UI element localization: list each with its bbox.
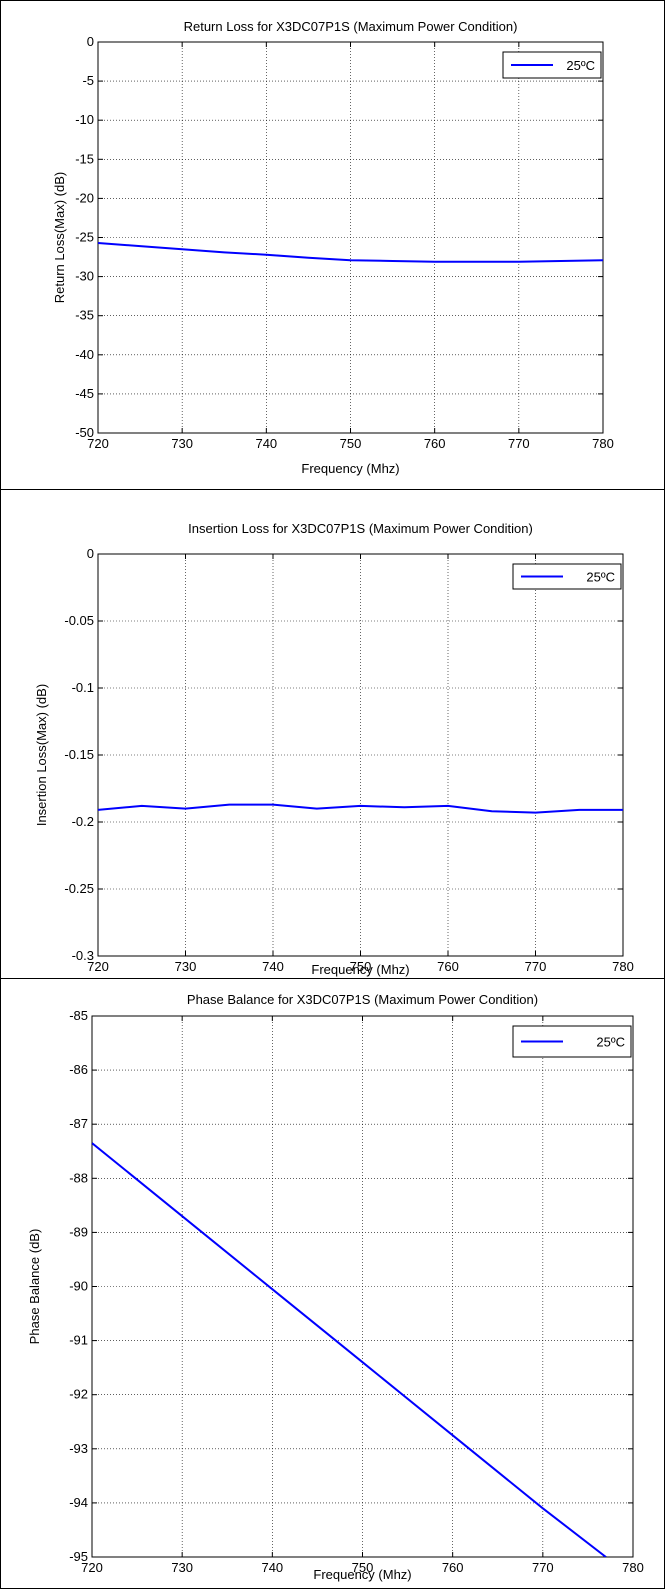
- series-line: [92, 1142, 607, 1557]
- y-tick-label: -95: [69, 1549, 88, 1564]
- x-axis-label: Frequency (Mhz): [311, 962, 409, 977]
- y-tick-label: -86: [69, 1062, 88, 1077]
- x-tick-label: 750: [340, 436, 362, 451]
- y-tick-label: -87: [69, 1116, 88, 1131]
- y-tick-label: -35: [75, 308, 94, 323]
- y-tick-label: -0.3: [72, 948, 94, 963]
- x-tick-label: 760: [424, 436, 446, 451]
- y-tick-label: -94: [69, 1495, 88, 1510]
- y-tick-label: -85: [69, 1008, 88, 1023]
- y-tick-label: -90: [69, 1279, 88, 1294]
- x-tick-label: 740: [261, 1560, 283, 1575]
- x-tick-label: 770: [508, 436, 530, 451]
- x-tick-label: 740: [262, 959, 284, 974]
- x-tick-label: 720: [87, 436, 109, 451]
- y-tick-label: -89: [69, 1224, 88, 1239]
- x-tick-label: 760: [442, 1560, 464, 1575]
- x-tick-label: 730: [175, 959, 197, 974]
- y-tick-label: -0.1: [72, 680, 94, 695]
- y-tick-label: -50: [75, 425, 94, 440]
- x-tick-label: 720: [81, 1560, 103, 1575]
- y-axis-label: Insertion Loss(Max) (dB): [34, 684, 49, 826]
- x-tick-label: 770: [532, 1560, 554, 1575]
- x-tick-label: 780: [622, 1560, 644, 1575]
- x-tick-label: 750: [352, 1560, 374, 1575]
- legend-label: 25ºC: [566, 58, 595, 73]
- series-line: [98, 242, 603, 263]
- x-tick-label: 730: [171, 436, 193, 451]
- y-tick-label: 0: [87, 34, 94, 49]
- phase-balance-chart: 720 730 740 750 760 770 780 -85 -86 -87 -88 -89 -90 -…: [27, 992, 644, 1582]
- chart-title: Insertion Loss for X3DC07P1S (Maximum Po…: [188, 521, 533, 536]
- series-line: [98, 803, 623, 814]
- legend-label: 25ºC: [586, 570, 615, 585]
- x-tick-label: 770: [525, 959, 547, 974]
- insertion-loss-chart: 720 730 740 750 760 770 780 0 -0.05 -0.1 -0.15 -0.2…: [34, 521, 634, 977]
- y-tick-label: -92: [69, 1387, 88, 1402]
- phase-balance-panel: 720 730 740 750 760 770 780 -85 -86 -87 -88 -89 -90 -…: [0, 978, 665, 1589]
- chart-title: Phase Balance for X3DC07P1S (Maximum Pow…: [187, 992, 538, 1007]
- chart-title: Return Loss for X3DC07P1S (Maximum Power…: [184, 19, 518, 34]
- x-tick-label: 760: [437, 959, 459, 974]
- return-loss-panel: 720 730 740 750 760 770 780 0 -5 -10 -15 -20 -25 -30 -…: [0, 0, 665, 490]
- y-tick-label: -0.25: [64, 881, 94, 896]
- y-axis-label: Return Loss(Max) (dB): [52, 172, 67, 303]
- y-tick-label: -45: [75, 386, 94, 401]
- x-tick-label: 780: [592, 436, 614, 451]
- y-tick-label: -0.15: [64, 747, 94, 762]
- y-tick-label: -5: [82, 73, 94, 88]
- y-axis-label: Phase Balance (dB): [27, 1229, 42, 1345]
- x-tick-label: 750: [350, 959, 372, 974]
- y-tick-label: -20: [75, 190, 94, 205]
- insertion-loss-panel: 720 730 740 750 760 770 780 0 -0.05 -0.1 -0.15 -0.2…: [0, 489, 665, 979]
- y-tick-label: -91: [69, 1333, 88, 1348]
- y-tick-label: -0.05: [64, 613, 94, 628]
- x-tick-label: 780: [612, 959, 634, 974]
- y-tick-label: -88: [69, 1170, 88, 1185]
- y-tick-label: -30: [75, 269, 94, 284]
- x-tick-label: 720: [87, 959, 109, 974]
- y-tick-label: -25: [75, 230, 94, 245]
- y-tick-label: 0: [87, 546, 94, 561]
- x-tick-label: 740: [255, 436, 277, 451]
- return-loss-chart: 720 730 740 750 760 770 780 0 -5 -10 -15 -20 -25 -30 -…: [52, 19, 614, 476]
- x-tick-label: 730: [171, 1560, 193, 1575]
- x-axis-label: Frequency (Mhz): [313, 1567, 411, 1582]
- y-tick-label: -40: [75, 347, 94, 362]
- y-tick-label: -93: [69, 1441, 88, 1456]
- y-tick-label: -10: [75, 112, 94, 127]
- x-axis-label: Frequency (Mhz): [301, 461, 399, 476]
- y-tick-label: -0.2: [72, 814, 94, 829]
- y-tick-label: -15: [75, 151, 94, 166]
- legend-label: 25ºC: [596, 1035, 625, 1050]
